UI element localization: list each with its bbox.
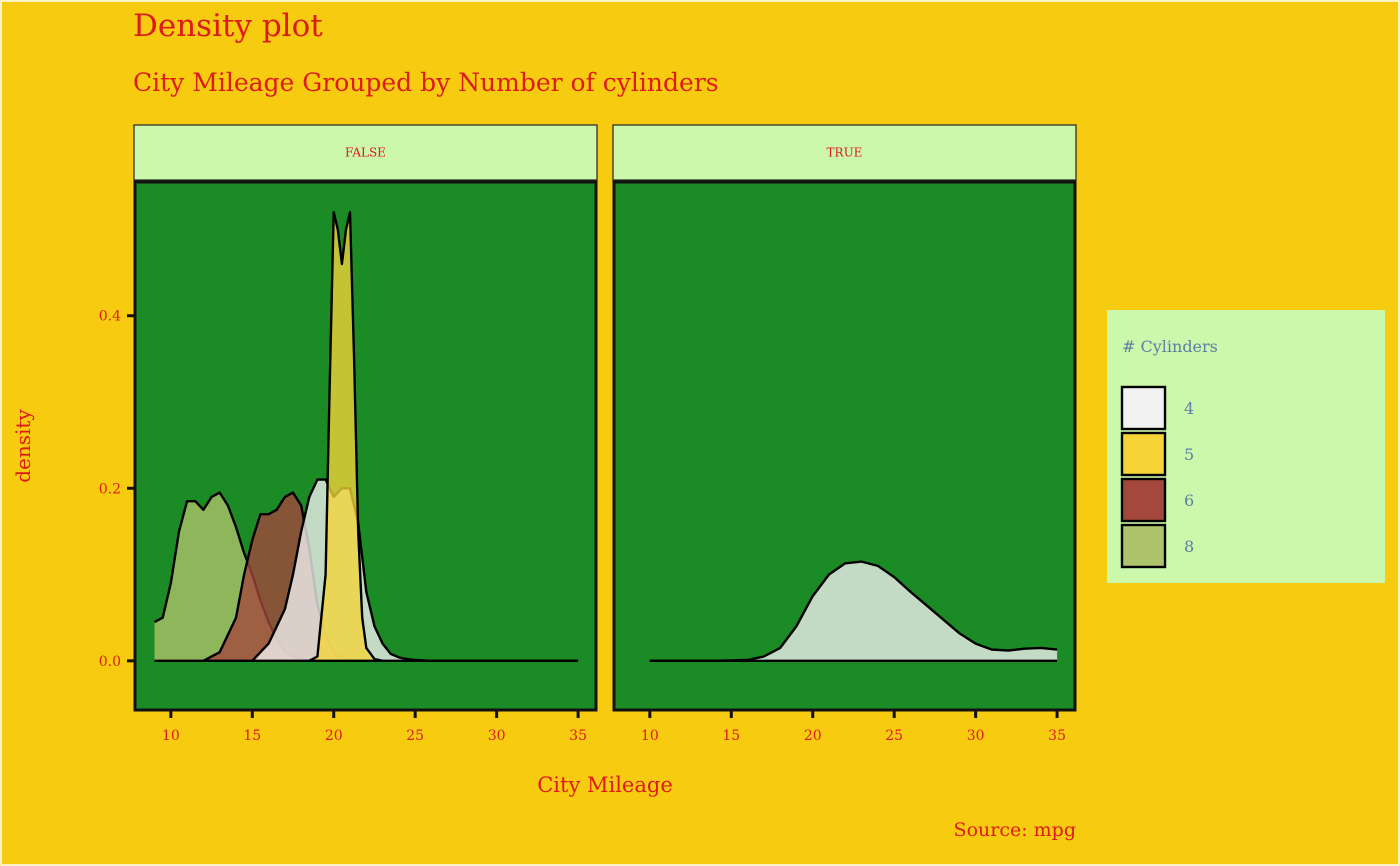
- x-tick-label: 35: [1048, 728, 1066, 744]
- legend-swatch: [1120, 477, 1167, 523]
- y-tick-label: 0.2: [99, 481, 121, 497]
- x-tick-label: 25: [406, 728, 424, 744]
- panel-border: [612, 180, 1077, 712]
- legend-swatch: [1120, 523, 1167, 569]
- legend-item-4: 4: [1120, 385, 1194, 431]
- legend-title: # Cylinders: [1122, 337, 1218, 356]
- x-tick-label: 35: [569, 728, 587, 744]
- legend-items: 4 5 6 8: [1120, 385, 1194, 569]
- legend-item-8: 8: [1120, 523, 1194, 569]
- x-tick-label: 15: [243, 728, 261, 744]
- legend-swatch: [1120, 431, 1167, 477]
- legend-label: 6: [1184, 491, 1194, 510]
- x-tick-label: 20: [325, 728, 343, 744]
- legend-label: 8: [1184, 537, 1194, 556]
- x-tick-label: 25: [885, 728, 903, 744]
- x-tick-label: 10: [162, 728, 180, 744]
- legend-item-5: 5: [1120, 431, 1194, 477]
- legend-swatch: [1120, 385, 1167, 431]
- y-tick-label: 0.4: [99, 309, 121, 325]
- facet-panels: FALSE 10 15 20 25 30 35 0.0 0.2 0.4 TRUE 10 15 20 25 30…: [99, 124, 1077, 744]
- facet-panel-false: FALSE 10 15 20 25 30 35 0.0 0.2 0.4: [99, 124, 598, 744]
- x-axis-label: City Mileage: [537, 773, 673, 797]
- density-line-5-cyl: [308, 211, 383, 662]
- facet-strip-label: FALSE: [345, 146, 386, 160]
- x-tick-label: 10: [641, 728, 659, 744]
- x-tick-label: 30: [967, 728, 985, 744]
- legend-label: 4: [1184, 399, 1194, 418]
- x-tick-label: 20: [804, 728, 822, 744]
- density-area-4-cyl: [649, 561, 1058, 661]
- x-tick-label: 30: [488, 728, 506, 744]
- chart-caption: Source: mpg: [954, 819, 1076, 841]
- facet-strip: [133, 124, 598, 181]
- facet-panel-true: TRUE 10 15 20 25 30 35: [612, 124, 1077, 744]
- density-line-4-cyl: [649, 560, 1058, 662]
- legend-label: 5: [1184, 445, 1194, 464]
- panel-border: [133, 180, 598, 712]
- facet-strip-label: TRUE: [827, 146, 863, 160]
- x-tick-label: 15: [722, 728, 740, 744]
- density-area-8-cyl: [154, 492, 318, 661]
- legend-item-6: 6: [1120, 477, 1194, 523]
- density-area-5-cyl: [309, 212, 383, 661]
- legend: # Cylinders 4 5 6 8: [1107, 310, 1385, 583]
- facet-strip: [612, 124, 1077, 181]
- y-axis-label: density: [11, 409, 35, 483]
- y-tick-label: 0.0: [99, 654, 121, 670]
- chart-title: Density plot: [133, 8, 323, 44]
- chart-subtitle: City Mileage Grouped by Number of cylind…: [133, 68, 719, 97]
